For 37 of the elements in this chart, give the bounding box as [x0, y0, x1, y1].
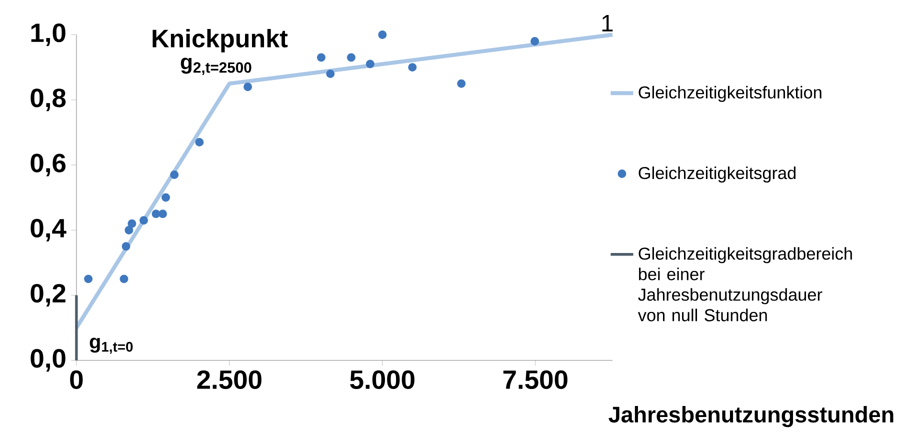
- annotation: 1: [602, 15, 613, 32]
- point: [244, 82, 252, 92]
- point: [170, 170, 179, 180]
- point: [84, 274, 93, 284]
- point: [366, 60, 374, 68]
- point: [162, 193, 170, 202]
- x-tick-label: 5.000: [350, 370, 414, 390]
- annotation: g$_{1,t=0}$: [90, 338, 133, 354]
- point: [530, 37, 540, 46]
- point: [195, 138, 204, 147]
- y-tick-label: 0,6: [30, 154, 66, 176]
- point: [346, 53, 356, 62]
- y-tick-label: 0,4: [30, 218, 66, 242]
- point: [316, 53, 326, 62]
- point: [158, 210, 167, 218]
- annotation: g$_{2,t=2500}$: [180, 58, 252, 76]
- x-tick-label: 2.500: [197, 370, 262, 390]
- y-tick-label: 0,0: [30, 349, 66, 372]
- point: [122, 242, 130, 251]
- y-tick-label: 0,2: [30, 284, 66, 307]
- y-tick-label: 0,8: [30, 88, 66, 112]
- point: [128, 219, 136, 228]
- x-tick-label: 7.500: [503, 370, 568, 390]
- point: [120, 274, 128, 284]
- point: [457, 79, 466, 88]
- x-axis-title: Jahresbenutzungsstunden: [608, 406, 894, 428]
- point: [326, 70, 335, 78]
- legend-label: Gleichzeitigkeitsgradbereich bei einer Jahresbenutzungsdauer von null Stunden: [638, 247, 852, 322]
- legend-label: Gleichzeitigkeitsgrad: [638, 166, 796, 183]
- x-tick-label: 0: [70, 370, 83, 390]
- point: [140, 216, 148, 225]
- y-tick-label: 1,0: [31, 24, 66, 46]
- point: [124, 226, 134, 234]
- point: [378, 30, 387, 40]
- annotation: Knickpunkt: [152, 29, 288, 53]
- legend-label: Gleichzeitigkeitsfunktion: [638, 86, 822, 102]
- point: [408, 63, 417, 72]
